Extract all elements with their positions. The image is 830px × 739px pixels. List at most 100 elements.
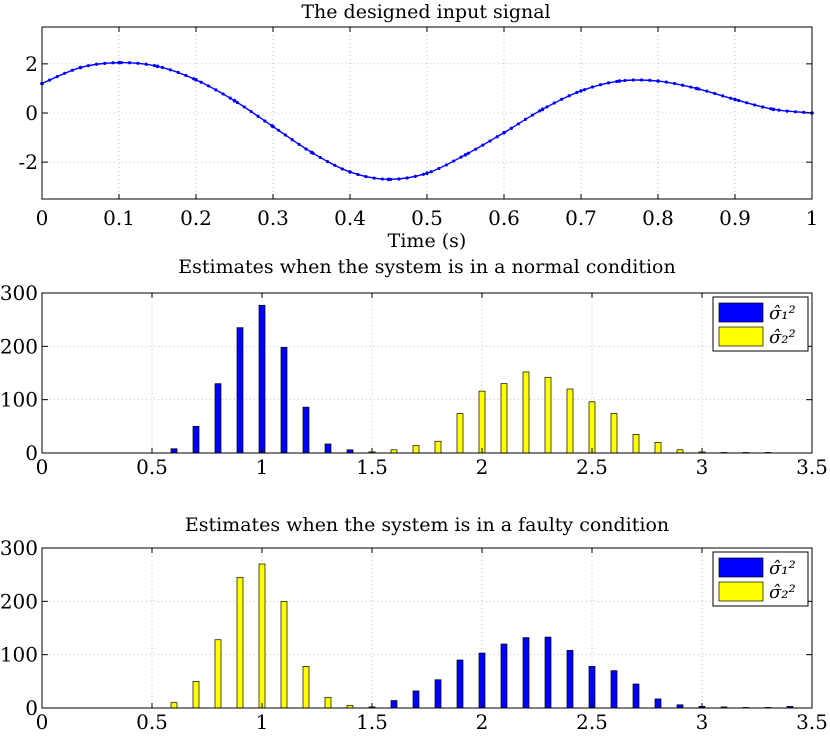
bar-sigma1 [500,643,508,709]
chart-title: Estimates when the system is in a normal… [178,256,675,278]
bar-sigma2 [522,371,530,454]
signal-point [214,88,218,92]
data-point [271,124,275,129]
x-tick-label: 0.3 [257,206,289,230]
signal-point [560,97,564,101]
signal-point [228,96,232,100]
x-tick-label: 0 [36,455,49,479]
x-tick-label: 3 [696,455,709,479]
grid [42,27,812,199]
signal-point [452,159,456,163]
x-ticks: 0 0.5 1 1.5 2 2.5 3 3.5 [36,293,828,479]
bar-sigma1 [588,666,596,709]
bar-sigma2 [236,576,244,709]
signal-point [516,122,521,126]
signal-point [459,155,463,159]
legend: σ̂₁² σ̂₂² [712,296,809,352]
x-tick-label: 0.7 [565,206,597,230]
signal-point [664,80,668,84]
signal-point [47,78,52,82]
signal-point [530,113,535,117]
chart-title: Estimates when the system is in a faulty… [185,514,669,536]
bar-sigma2 [170,702,178,709]
plot-frame [41,292,813,454]
signal-point [761,105,765,109]
signal-point [356,172,360,177]
data-point [463,152,468,157]
signal-point [160,65,165,70]
signal-point [413,174,417,178]
signal-point [681,83,685,87]
bars [170,304,772,454]
bar-sigma2 [280,600,288,709]
signal-point [184,73,188,78]
bar-sigma2 [214,639,222,709]
signal-point [785,109,789,113]
signal-point [333,163,337,168]
signal-point [575,90,579,95]
bar-sigma2 [192,680,200,709]
x-tick-label: 0.4 [334,206,366,230]
bar-sigma1 [434,679,442,709]
data-point [386,177,391,182]
bar-sigma1 [478,652,486,709]
plot-area [42,293,812,453]
x-tick-label: 2 [476,710,489,734]
x-tick-label: 0.8 [642,206,674,230]
signal-point [598,83,603,87]
signal-point [753,103,757,107]
signal-point [481,143,485,147]
signal-point [235,100,239,105]
signal-point [405,176,409,180]
faulty-condition-chart: Estimates when the system is in a faulty… [0,514,828,734]
signal-point [111,61,115,65]
signal-point [199,80,203,84]
bar-sigma1 [566,650,574,709]
signal-point [128,61,132,65]
bar-sigma1 [302,406,310,454]
y-tick-label: 0 [25,101,38,125]
signal-point [509,126,513,130]
y-tick-label: 200 [0,589,38,613]
signal-point [606,81,611,85]
bar-sigma1 [412,690,420,709]
signal-point [249,109,253,114]
signal-markers [40,60,814,182]
signal-point [729,96,733,100]
signal-point [242,105,246,109]
data-point [309,150,314,155]
bar-sigma2 [302,666,310,709]
bar-sigma2 [434,440,442,454]
bar-sigma1 [610,670,618,709]
signal-point [672,81,677,86]
signal-point [221,92,225,96]
x-axis-label: Time (s) [388,230,467,252]
x-tick-label: 1 [806,206,819,230]
signal-point [590,85,595,89]
signal-point [429,170,433,174]
signal-point [144,62,148,66]
x-tick-label: 2.5 [576,710,608,734]
signal-point [615,79,619,84]
signal-point [86,64,90,68]
x-tick-label: 0.5 [136,710,168,734]
bar-sigma2 [566,388,574,454]
x-tick-label: 2.5 [576,455,608,479]
bar-sigma2 [258,563,266,709]
signal-point [745,101,749,105]
y-ticks: 300 200 100 0 [0,536,812,720]
plot-frame [41,547,813,709]
x-tick-label: 2 [476,455,489,479]
bar-sigma2 [324,696,332,709]
signal-point [276,128,281,132]
data-point [425,171,429,175]
bar-sigma1 [324,443,332,454]
bar-sigma2 [456,413,464,454]
signal-point [152,64,156,68]
bar-sigma1 [456,659,464,709]
bar-sigma2 [654,441,662,454]
x-tick-label: 1 [256,455,269,479]
legend-label: σ̂₁² [769,303,796,324]
bar-sigma2 [610,413,618,454]
signal-point [538,109,542,113]
